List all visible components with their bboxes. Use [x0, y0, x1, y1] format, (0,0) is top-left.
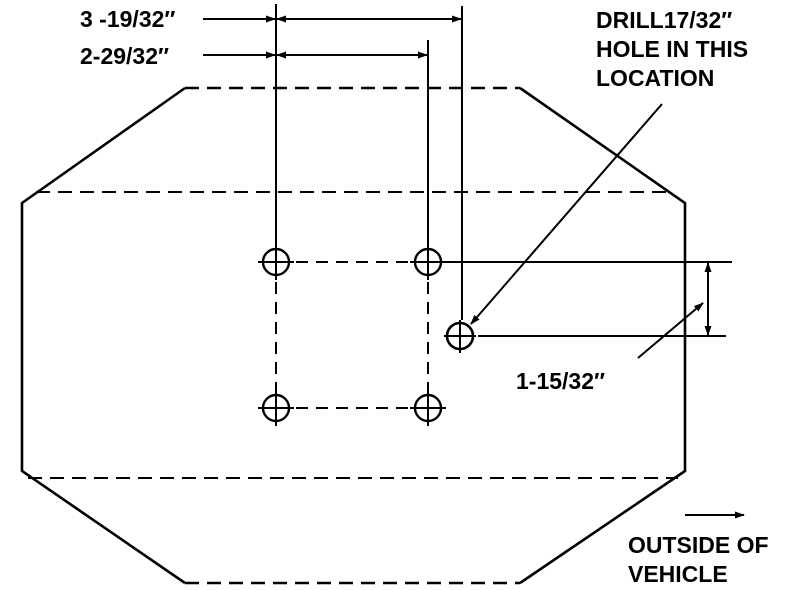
- dim-vertical-label: 1-15/32″: [516, 368, 605, 394]
- callout-leader-arrow: [470, 103, 663, 325]
- horizontal-dimensions: 3 -19/32″ 2-29/32″: [80, 4, 463, 320]
- direction-line-2: VEHICLE: [628, 561, 728, 587]
- drill-callout: DRILL17/32″ HOLE IN THIS LOCATION: [470, 7, 748, 325]
- dim-vertical-leader: [637, 302, 704, 359]
- dim-outer-label: 3 -19/32″: [80, 6, 175, 32]
- direction-line-1: OUTSIDE OF: [628, 532, 769, 558]
- existing-hole-bottom-left: [258, 390, 294, 426]
- existing-hole-top-left: [258, 244, 294, 280]
- existing-hole-bottom-right: [410, 390, 446, 426]
- hole-pattern-dashed-outline: [275, 261, 429, 409]
- bend-lines: [28, 191, 678, 479]
- vertical-dimension: 1-15/32″: [446, 261, 732, 394]
- dim-inner-label: 2-29/32″: [80, 43, 169, 69]
- direction-indicator: OUTSIDE OF VEHICLE: [628, 511, 769, 587]
- existing-hole-pattern: [258, 244, 446, 426]
- callout-line-1: DRILL17/32″: [596, 7, 732, 33]
- callout-line-2: HOLE IN THIS: [596, 36, 748, 62]
- existing-hole-top-right: [410, 244, 446, 280]
- new-drill-hole: [444, 320, 476, 353]
- callout-line-3: LOCATION: [596, 65, 714, 91]
